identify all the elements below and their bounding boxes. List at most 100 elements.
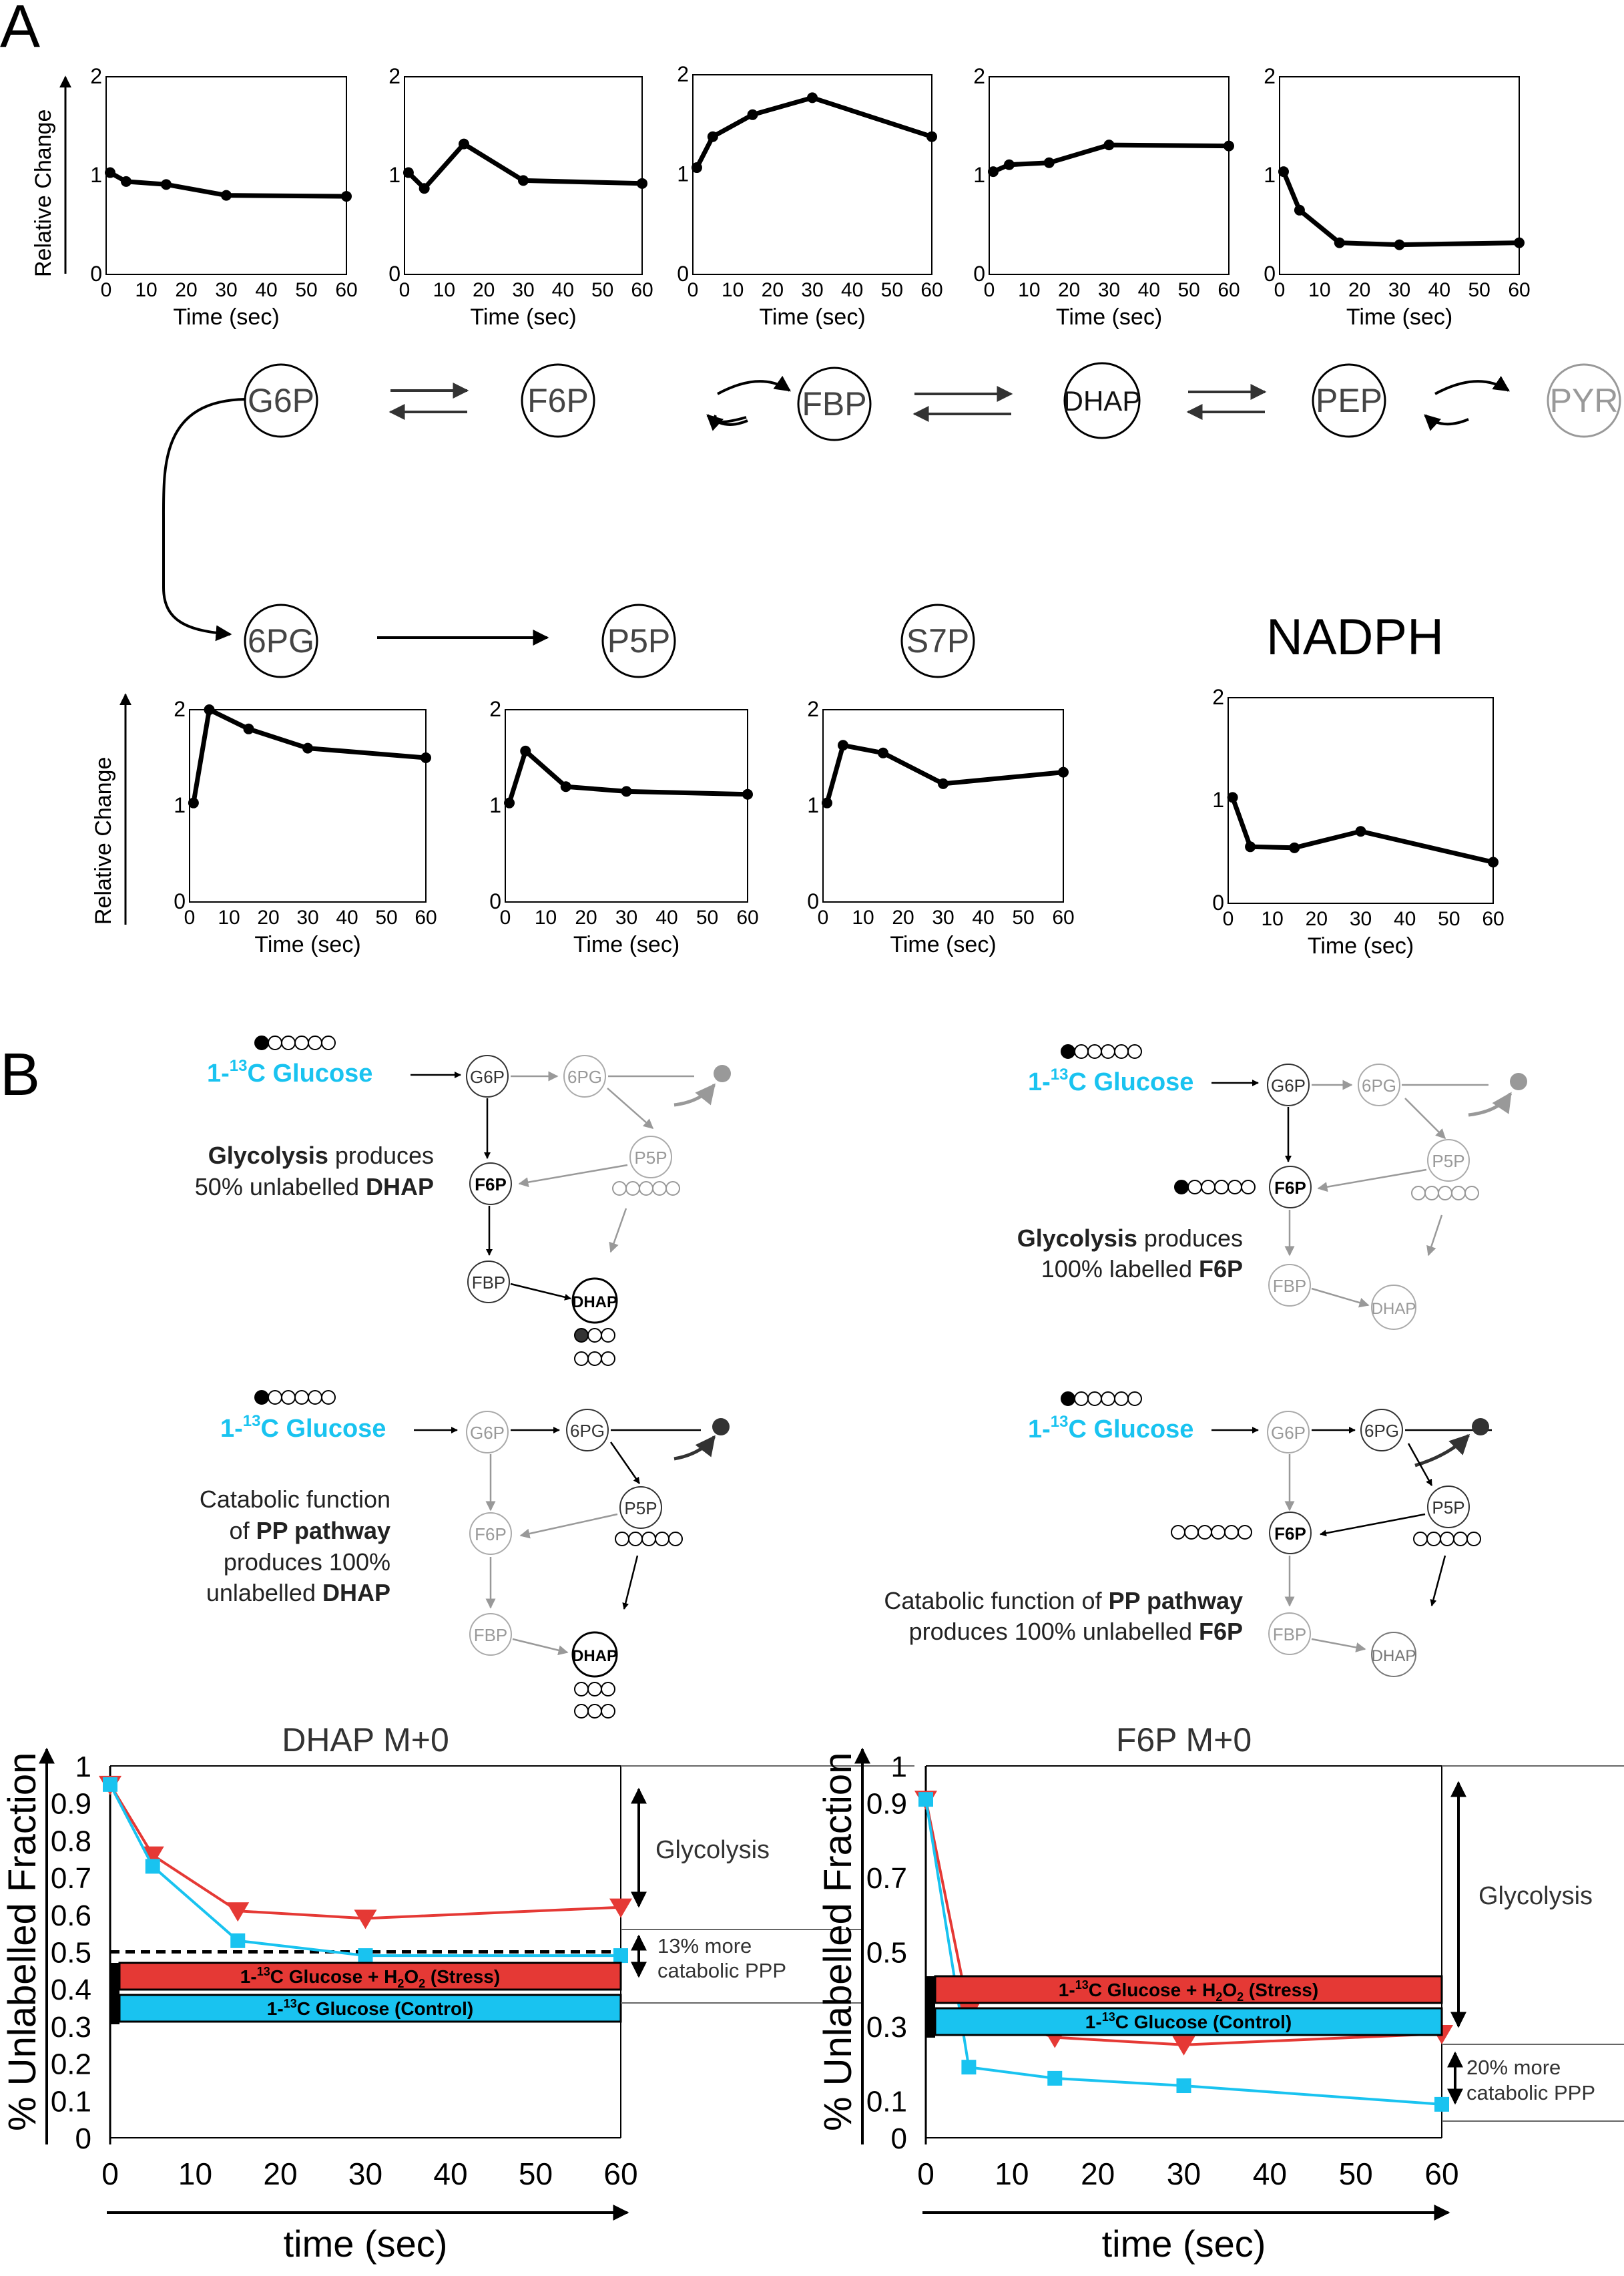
scheme-4-line-2: produces 100% unlabelled F6P (909, 1618, 1243, 1645)
data-point (742, 788, 753, 800)
scheme-ppp-f6p: 1-13C Glucose G6P 6PG P5P F6P FBP (884, 1391, 1492, 1677)
x-tick-label: 50 (519, 2156, 553, 2191)
svg-text:F6P: F6P (1274, 1524, 1306, 1544)
node-p5p-s3: P5P (619, 1486, 662, 1529)
x-tick-label: 20 (575, 907, 597, 929)
node-f6p-s1: F6P (469, 1162, 512, 1205)
stress-point (141, 1846, 164, 1866)
plot-frame (505, 709, 748, 903)
ppp-label-1: 13% more (657, 1934, 752, 1958)
plot-frame (1279, 76, 1520, 275)
pathway-diagram: G6P F6P FBP DHAP PEP PYR (162, 362, 1621, 678)
data-point (707, 131, 718, 142)
node-6pg-s4: 6PG (1360, 1409, 1403, 1451)
data-point (621, 786, 632, 797)
carbon-chain-f6p (1174, 1180, 1256, 1194)
y-tick-label: 0.6 (51, 1899, 91, 1932)
control-point (358, 1948, 373, 1964)
x-tick-label: 50 (1177, 279, 1199, 301)
node-f6p-s3: F6P (469, 1512, 512, 1555)
data-point (1058, 766, 1069, 778)
x-tick-label: 30 (1388, 279, 1410, 301)
plot-frame (1228, 697, 1494, 904)
svg-text:P5P: P5P (624, 1498, 657, 1518)
y-tick-label: 0.7 (51, 1862, 91, 1895)
ppp-label-2: catabolic PPP (657, 1959, 786, 1982)
y-tick-label: 0 (1212, 891, 1224, 915)
x-tick-label: 0 (1223, 908, 1234, 930)
series-line (191, 707, 427, 804)
x-tick-label: 50 (295, 279, 317, 301)
y-axis-title: % Unlabelled Fraction (1, 1753, 44, 2131)
y-tick-label: 1 (1212, 788, 1224, 812)
plot-frame (105, 76, 347, 275)
x-tick-label: 40 (1253, 2156, 1287, 2191)
x-tick-label: 60 (1217, 279, 1240, 301)
carbon-chain-p5p (1413, 1532, 1481, 1546)
legend-stress-bar (934, 1975, 1443, 2004)
y-tick-label: 0.3 (866, 2011, 907, 2044)
x-tick-label: 40 (655, 907, 678, 929)
y-tick-label: 1 (90, 163, 102, 187)
x-tick-label: 20 (1348, 279, 1370, 301)
node-pep: PEP (1312, 363, 1386, 438)
legend-control-label: 1-13C Glucose (Control) (267, 1997, 473, 2019)
x-tick-label: 60 (1424, 2156, 1458, 2191)
y-tick-label: 1 (489, 793, 501, 817)
data-point (421, 752, 431, 763)
svg-text:G6P: G6P (470, 1423, 505, 1443)
svg-text:FBP: FBP (1273, 1624, 1307, 1644)
x-tick-label: 20 (257, 907, 279, 929)
x-axis-title: Time (sec) (890, 932, 996, 957)
x-tick-label: 30 (801, 279, 823, 301)
x-tick-label: 10 (433, 279, 455, 301)
data-point (878, 747, 888, 758)
x-tick-label: 50 (1468, 279, 1490, 301)
legend-control-bar (118, 1994, 622, 2023)
control-line (924, 1799, 1442, 2106)
svg-text:F6P: F6P (475, 1524, 507, 1544)
x-tick-label: 20 (263, 2156, 297, 2191)
y-tick-label: 1 (891, 1751, 907, 1783)
y-tick-label: 0 (891, 2122, 907, 2155)
data-point (838, 740, 848, 751)
x-axis-title: Time (sec) (173, 304, 279, 330)
svg-text:PEP: PEP (1316, 382, 1382, 419)
data-point (1514, 237, 1525, 248)
node-dhap: DHAP (1063, 362, 1141, 439)
carbon-chain-p5p (615, 1532, 683, 1546)
svg-text:DHAP: DHAP (1372, 1647, 1416, 1665)
node-6pg-s3: 6PG (566, 1409, 609, 1451)
x-tick-label: 40 (255, 279, 277, 301)
plot-frame (692, 74, 932, 275)
y-axis-label-bottom: Relative Change (91, 757, 116, 925)
glycolysis-label: Glycolysis (655, 1836, 770, 1864)
data-point (518, 175, 529, 186)
y-tick-label: 0.9 (51, 1788, 91, 1821)
y-tick-label: 0.3 (51, 2011, 91, 2044)
x-axis-title: time (sec) (1102, 2223, 1266, 2265)
y-tick-label: 0.5 (866, 1937, 907, 1970)
carbon-chain-glucose (1061, 1044, 1142, 1059)
series-line (694, 95, 933, 169)
scheme-2-line-2: 100% labelled F6P (1041, 1255, 1243, 1283)
node-fbp: FBP (797, 367, 872, 441)
svg-text:DHAP: DHAP (572, 1293, 617, 1311)
x-tick-label: 10 (722, 279, 744, 301)
y-axis-label-top: Relative Change (31, 109, 56, 277)
data-point (1289, 842, 1300, 853)
data-point (1043, 157, 1055, 168)
x-tick-label: 10 (995, 2156, 1029, 2191)
x-tick-label: 0 (184, 907, 196, 929)
y-tick-label: 0 (388, 262, 400, 286)
data-point (822, 797, 832, 809)
x-tick-label: 40 (972, 907, 994, 929)
glycolysis-label: Glycolysis (1478, 1882, 1593, 1910)
y-tick-label: 1 (677, 162, 689, 186)
data-point (204, 704, 215, 715)
data-point (302, 742, 313, 754)
x-axis-title: Time (sec) (573, 932, 680, 957)
x-tick-label: 60 (920, 279, 942, 301)
carbon-chain-dhap (574, 1328, 615, 1366)
y-tick-label: 0 (677, 262, 689, 286)
